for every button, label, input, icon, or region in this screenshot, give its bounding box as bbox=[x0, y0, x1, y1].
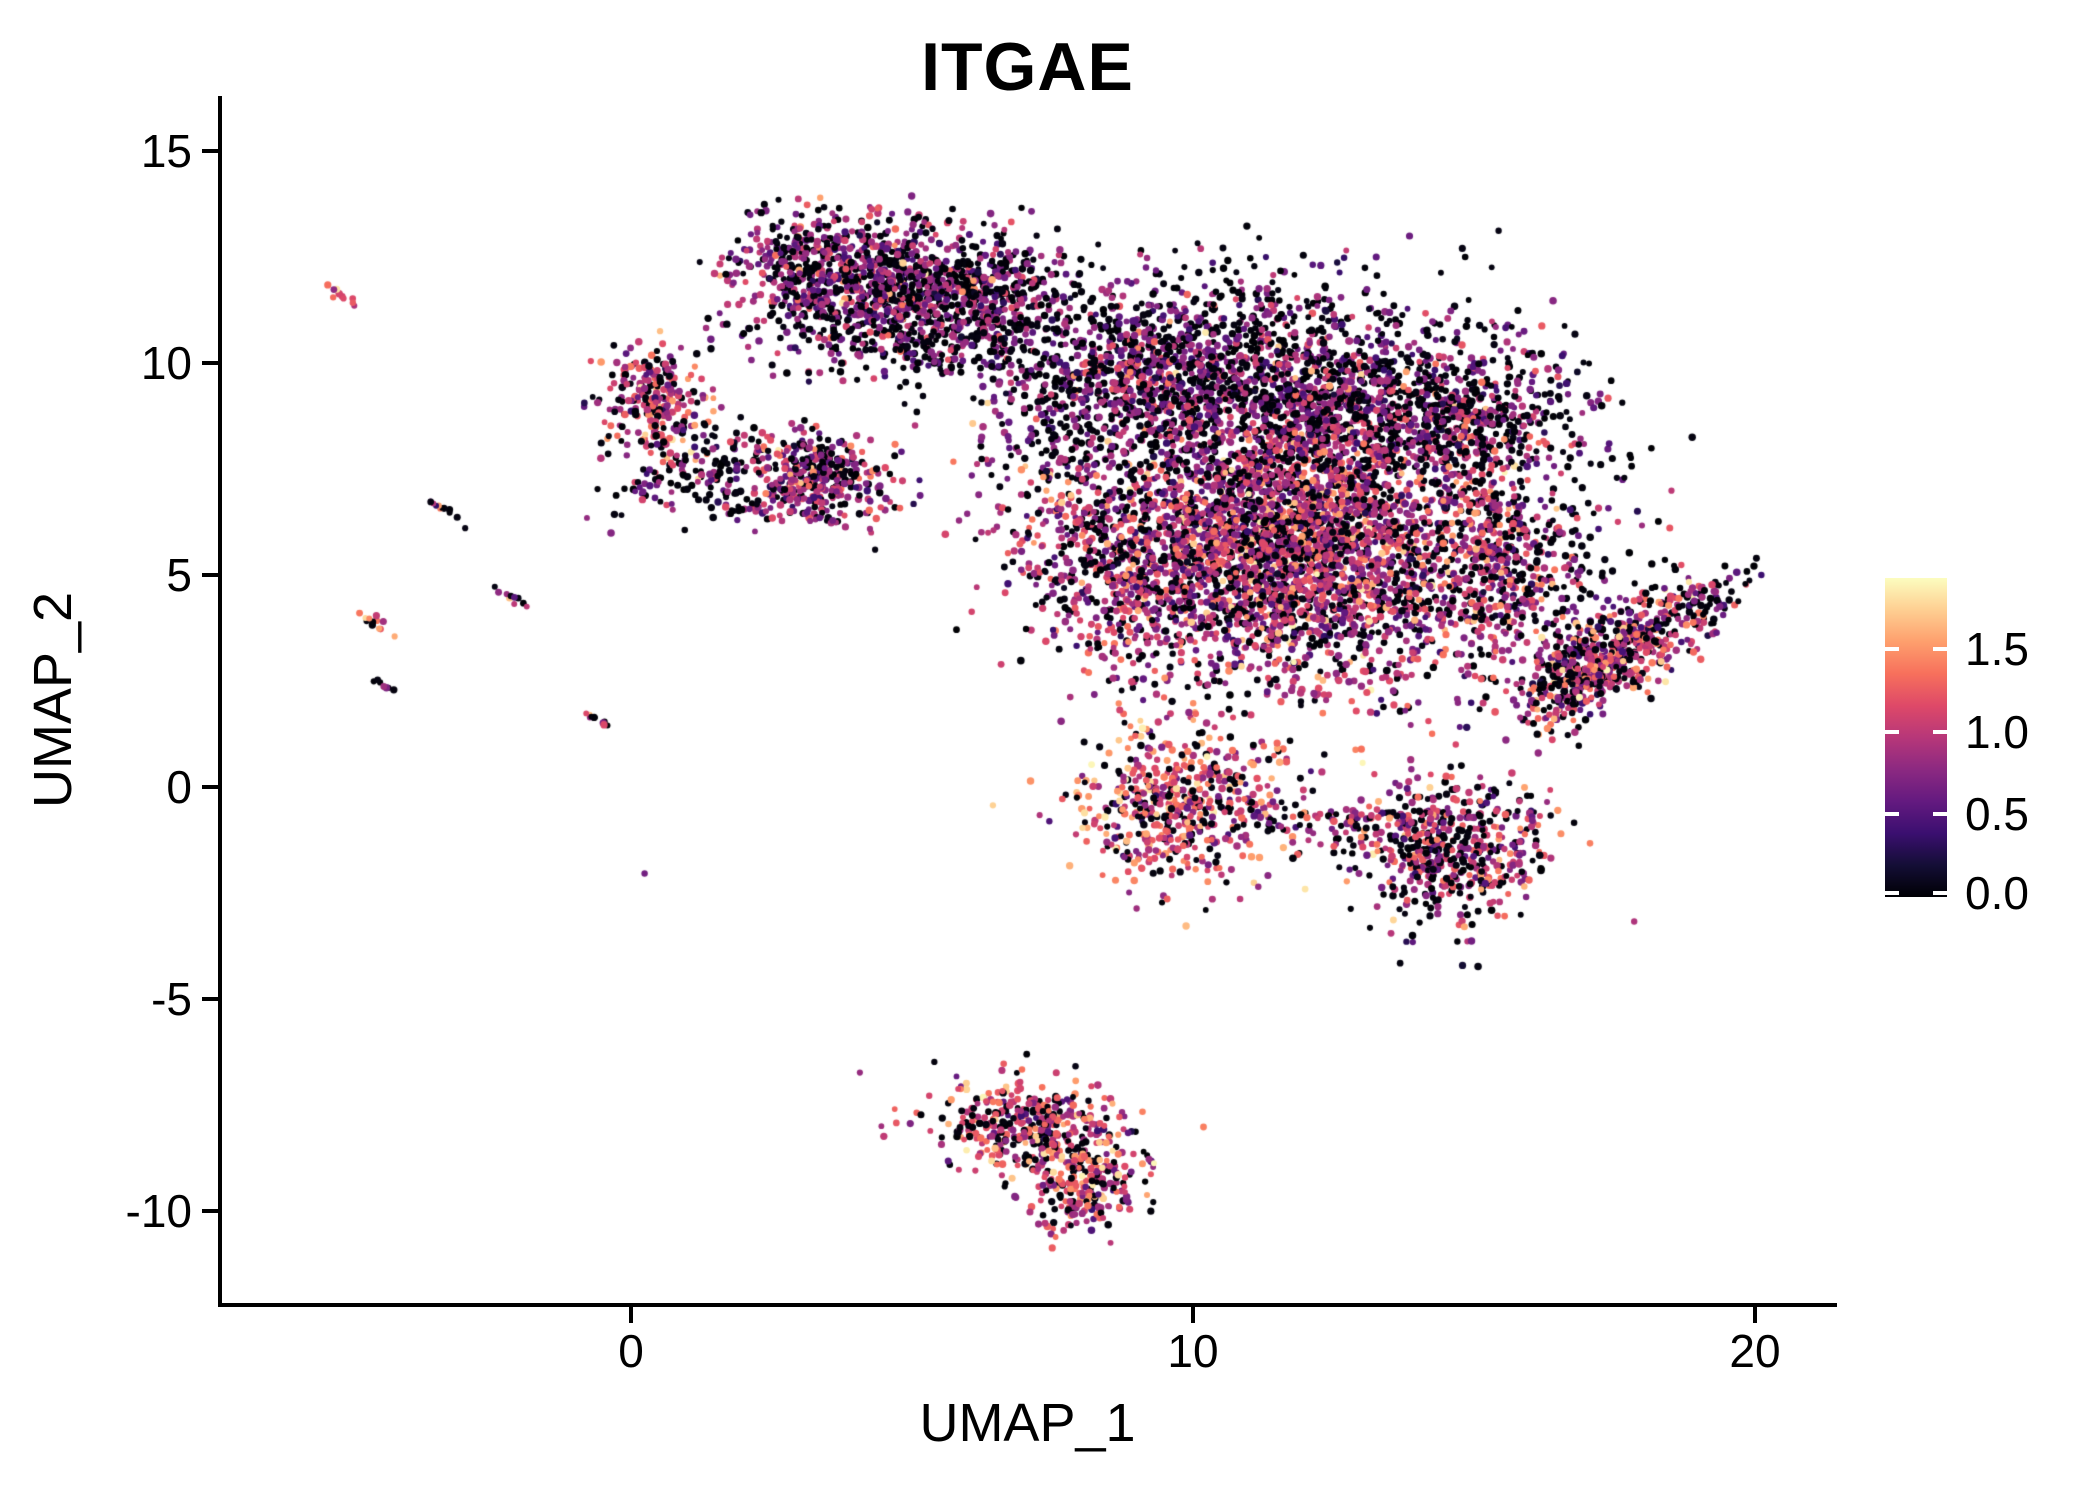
x-tick-mark bbox=[629, 1307, 633, 1323]
colorbar-tick-label: 0.5 bbox=[1965, 788, 2029, 841]
colorbar-tick-mark bbox=[1933, 647, 1947, 652]
x-tick-mark bbox=[1753, 1307, 1757, 1323]
colorbar-tick-mark bbox=[1885, 812, 1899, 817]
colorbar-tick-label: 0.0 bbox=[1965, 867, 2029, 919]
colorbar-tick-label: 1.0 bbox=[1965, 705, 2029, 758]
y-tick-mark bbox=[202, 361, 218, 365]
x-axis-line bbox=[218, 1303, 1837, 1307]
y-tick-label: 10 bbox=[140, 337, 192, 389]
y-tick-mark bbox=[202, 997, 218, 1001]
x-tick-label: 20 bbox=[1729, 1325, 1781, 1377]
x-axis-title: UMAP_1 bbox=[919, 1393, 1136, 1453]
y-tick-label: 15 bbox=[140, 125, 192, 177]
x-tick-label: 10 bbox=[1167, 1325, 1219, 1377]
colorbar-tick-mark bbox=[1933, 891, 1947, 895]
x-tick-label: 0 bbox=[618, 1325, 644, 1377]
y-tick-label: -10 bbox=[125, 1185, 192, 1237]
colorbar-tick-mark bbox=[1885, 891, 1899, 895]
y-tick-mark bbox=[202, 785, 218, 789]
y-tick-label: -5 bbox=[151, 973, 192, 1025]
y-tick-label: 5 bbox=[166, 549, 192, 601]
colorbar-tick-label: 1.5 bbox=[1965, 623, 2029, 676]
x-tick-mark bbox=[1191, 1307, 1195, 1323]
plot-title: ITGAE bbox=[921, 29, 1134, 105]
y-axis-title: UMAP_2 bbox=[23, 591, 83, 808]
y-axis-line bbox=[218, 96, 222, 1307]
y-tick-mark bbox=[202, 1209, 218, 1213]
colorbar-tick-mark bbox=[1933, 729, 1947, 734]
colorbar-tick-mark bbox=[1885, 729, 1899, 734]
y-tick-label: 0 bbox=[166, 761, 192, 813]
expression-colorbar bbox=[1885, 578, 1947, 897]
colorbar-tick-mark bbox=[1933, 812, 1947, 817]
y-tick-mark bbox=[202, 149, 218, 153]
y-tick-mark bbox=[202, 573, 218, 577]
colorbar-tick-mark bbox=[1885, 647, 1899, 652]
